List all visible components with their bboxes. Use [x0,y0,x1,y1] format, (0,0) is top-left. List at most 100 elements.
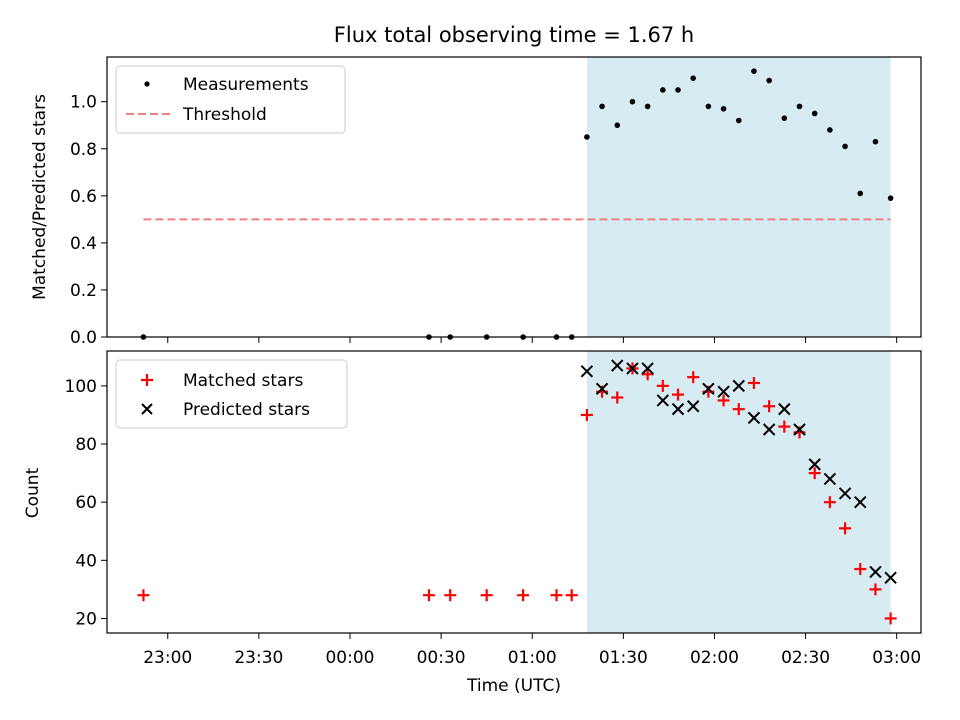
predicted-star-point [595,382,609,396]
matched-star-point [854,563,867,576]
figure-title: Flux total observing time = 1.67 h [334,23,694,47]
predicted-star-point [732,379,745,393]
measurement-point [675,87,681,93]
measurement-point [827,127,833,133]
predicted-star-point [702,382,715,396]
matched-star-point [869,583,882,596]
predicted-star-point [869,565,882,579]
matched-star-point [422,589,435,602]
legend-matched-marker [141,374,153,386]
legend-threshold-label: Threshold [182,105,267,125]
matched-star-point [480,589,493,602]
y-tick-label: 40 [75,551,97,571]
ratio-y-axis-label: Matched/Predicted stars [30,94,50,300]
measurement-point [842,143,848,150]
x-axis-label: Time (UTC) [466,676,561,696]
y-tick-label: 0.8 [70,140,97,160]
predicted-star-point [686,400,700,413]
matched-star-point [747,376,760,389]
predicted-star-point [793,423,806,436]
measurement-point [796,103,803,110]
matched-star-point [687,371,700,384]
x-tick-label: 23:30 [234,648,283,668]
matched-star-point [580,408,593,421]
count-legend: Matched stars Predicted stars [115,359,348,429]
predicted-star-point [854,495,867,509]
measurement-point [872,138,879,145]
predicted-star-point [778,402,791,416]
x-tick-label: 01:00 [508,648,557,668]
matched-star-point [672,388,685,401]
predicted-star-point [656,394,670,407]
ratio-legend: Measurements Threshold [115,65,346,134]
predicted-star-point [808,458,821,471]
measurement-point [629,98,636,105]
count-y-axis: 20 40 60 80 100 [65,377,107,629]
measurement-point [660,87,666,93]
predicted-star-point [626,362,639,375]
count-panel: 20 40 60 80 100 23:00 23:30 00:00 00:30 01:00 01:… [23,350,922,696]
ratio-y-axis: 0.0 0.2 0.4 0.6 0.8 1.0 [70,93,107,348]
measurement-point [857,190,864,197]
predicted-star-point [838,487,852,500]
measurement-point [720,105,727,112]
x-tick-label: 00:30 [417,648,466,668]
measurement-point [781,115,788,121]
x-tick-label: 00:00 [325,648,374,668]
observing-window-shading [586,57,891,337]
y-tick-label: 0.4 [70,234,97,254]
count-y-axis-label: Count [23,467,43,518]
matched-star-point [565,589,578,602]
measurement-point [766,77,772,84]
measurement-point [751,68,757,74]
predicted-star-point [747,411,761,425]
count-legend-box [115,359,348,429]
y-tick-label: 60 [75,493,97,513]
predicted-star-point [580,365,594,378]
matched-star-point [550,589,563,602]
y-tick-label: 1.0 [70,93,97,113]
count-x-axis: 23:00 23:30 00:00 00:30 01:00 01:30 02:00 02:30… [143,633,921,668]
measurement-point [599,103,605,110]
legend-predicted-marker [141,403,153,415]
legend-measurements-marker [144,81,150,87]
x-tick-label: 01:30 [599,648,648,668]
matched-star-point [839,522,852,535]
predicted-star-point [641,362,654,375]
predicted-star-point [611,359,624,372]
y-tick-label: 0.6 [70,187,97,207]
measurement-point [690,75,697,81]
ratio-panel: 0.0 0.2 0.4 0.6 0.8 1.0 Matched/Predicted sta… [30,56,922,348]
measurement-point [887,195,894,201]
matched-star-point [778,420,791,433]
count-plot-frame [106,350,922,634]
predicted-star-point [762,423,776,436]
y-tick-label: 0.0 [70,328,97,348]
matched-star-point [717,394,730,407]
matched-star-point [884,612,897,625]
measurement-point [644,103,651,110]
ratio-x-ticks [167,337,898,343]
measurement-point [614,122,621,129]
predicted-star-point [717,385,730,398]
predicted-star-point [823,472,837,486]
matched-star-point [444,589,457,602]
y-tick-label: 80 [75,435,97,455]
matched-star-point [823,496,836,509]
x-tick-label: 03:00 [872,648,921,668]
predicted-star-point [884,571,897,584]
y-tick-label: 0.2 [70,281,97,301]
legend-measurements-label: Measurements [183,75,309,95]
matched-star-point [641,368,654,381]
measurement-point [584,134,590,140]
x-tick-label: 23:00 [143,648,192,668]
count-plot-data [137,359,897,625]
y-tick-label: 20 [75,609,97,629]
x-tick-label: 02:00 [690,648,739,668]
legend-matched-label: Matched stars [183,371,303,391]
matched-star-point [656,379,669,392]
matched-star-point [732,403,745,416]
matched-star-point [611,391,624,404]
matched-star-point [763,400,776,413]
